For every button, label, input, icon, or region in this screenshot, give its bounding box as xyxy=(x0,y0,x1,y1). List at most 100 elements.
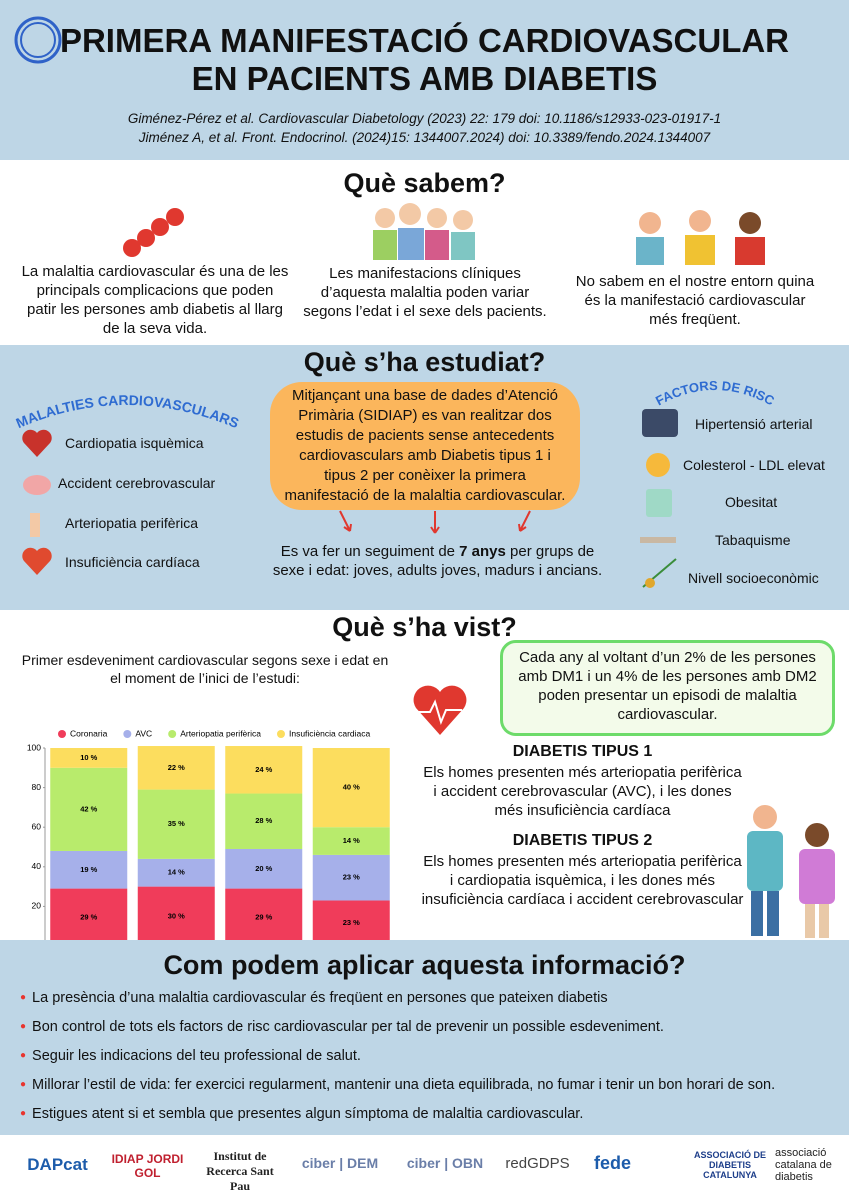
bar-segment xyxy=(50,888,128,940)
citation: Jiménez A, et al. Front. Endocrinol. (20… xyxy=(138,130,711,145)
value-label: 22 % xyxy=(168,763,185,772)
legend-label: Arteriopatia perifèrica xyxy=(180,728,261,738)
value-label: 10 % xyxy=(80,753,97,762)
study-description: Mitjançant una base de dades d’Atenció P… xyxy=(270,382,580,510)
logos: DAPcat IDIAP JORDI GOL Institut de Recer… xyxy=(0,1135,849,1200)
svg-text:FACTORS DE RISC: FACTORS DE RISC xyxy=(655,378,775,409)
risk-label: Nivell socioeconòmic xyxy=(688,570,819,586)
logo: IDIAP JORDI GOL xyxy=(111,1152,184,1180)
followup-text: Es va fer un seguiment de 7 anys per gru… xyxy=(270,542,605,580)
y-tick-label: 80 xyxy=(32,782,42,792)
bullet: Bon control de tots els factors de risc … xyxy=(20,1019,664,1035)
bar-segment xyxy=(225,888,303,940)
logo: associació catalana de diabetis xyxy=(775,1147,832,1183)
legend-swatch xyxy=(123,730,132,738)
logo: DAPcat xyxy=(27,1155,88,1174)
what-we-know: Què sabem? La malaltia cardiovascular és… xyxy=(0,160,849,345)
bar-segment xyxy=(137,789,215,859)
bar-segment xyxy=(225,793,303,849)
logo: ciber | OBN xyxy=(406,1155,484,1171)
value-label: 14 % xyxy=(343,836,360,845)
arrows xyxy=(339,510,531,534)
elderly-icon xyxy=(373,203,475,260)
value-label: 23 % xyxy=(343,918,360,927)
section-heading: Què s’ha vist? xyxy=(332,612,517,642)
diseases-title: MALALTIES CARDIOVASCULARS xyxy=(14,392,242,431)
blood-cells-icon xyxy=(123,208,184,257)
bar-segment xyxy=(312,827,390,855)
value-label: 23 % xyxy=(343,873,360,882)
value-label: 24 % xyxy=(255,765,272,774)
title-line: PRIMERA MANIFESTACIÓ CARDIOVASCULAR xyxy=(59,22,790,59)
disease-label: Accident cerebrovascular xyxy=(58,475,216,491)
logo: ciber | DEM xyxy=(301,1155,379,1171)
value-label: 29 % xyxy=(255,912,272,921)
header: PRIMERA MANIFESTACIÓ CARDIOVASCULAR EN P… xyxy=(0,0,849,160)
bullet: Estigues atent si et sembla que presente… xyxy=(20,1106,583,1122)
legend-swatch xyxy=(168,730,177,738)
y-tick-label: 100 xyxy=(27,742,41,752)
title-line: EN PACIENTS AMB DIABETIS xyxy=(191,60,658,97)
bar-segment xyxy=(312,854,390,901)
info-text: Les manifestacions clíniques d’aquesta m… xyxy=(303,265,547,320)
what-was-seen: Què s’ha vist? Primer esdeveniment cardi… xyxy=(0,610,849,940)
value-label: 29 % xyxy=(80,912,97,921)
logo-ring xyxy=(14,16,62,64)
risk-label: Hipertensió arterial xyxy=(695,416,813,432)
disease-label: Arteriopatia perifèrica xyxy=(65,515,199,531)
doctor-patient-icon xyxy=(747,805,835,938)
bar-segment xyxy=(137,886,215,940)
risk-title-text: FACTORS DE RISC xyxy=(655,378,775,409)
bar-segment xyxy=(50,850,128,889)
logo: redGDPS xyxy=(505,1155,570,1172)
info-text: La malaltia cardiovascular és una de les… xyxy=(21,263,289,337)
risk-label: Colesterol - LDL elevat xyxy=(683,457,825,473)
bar-segment xyxy=(225,746,303,794)
emphasis: 7 anys xyxy=(459,543,506,560)
bar-segment xyxy=(137,858,215,887)
value-label: 20 % xyxy=(255,864,272,873)
section-heading: Què sabem? xyxy=(343,168,506,198)
disease-label: Cardiopatia isquèmica xyxy=(65,435,204,451)
bullet: Seguir les indicacions del teu professio… xyxy=(20,1048,361,1064)
bar-segment xyxy=(50,748,128,768)
text: per grups de sexe i edat: joves, adults … xyxy=(272,543,603,579)
section-heading: Què s’ha estudiat? xyxy=(303,347,546,377)
legend-label: Coronaria xyxy=(70,728,108,738)
bar-segment xyxy=(312,748,390,828)
chart-title: Primer esdeveniment cardiovascular segon… xyxy=(21,652,389,686)
logo: ASSOCIACIÓ DE DIABETIS CATALUNYA xyxy=(693,1150,766,1180)
risk-title: FACTORS DE RISC xyxy=(655,378,775,409)
y-tick-label: 20 xyxy=(32,901,42,911)
logo: Institut de Recerca Sant Pau xyxy=(206,1149,274,1193)
chart: Coronaria AVC Arteriopatia perifèrica Insuf… xyxy=(27,728,390,940)
bar-segment xyxy=(137,746,215,790)
finding-text: Els homes presenten més arteriopatia per… xyxy=(421,853,744,908)
legend-label: AVC xyxy=(135,728,152,738)
risk-label: Tabaquisme xyxy=(715,532,791,548)
info-text: No sabem en el nostre entorn quina és la… xyxy=(575,273,815,328)
y-tick-label: 40 xyxy=(32,861,42,871)
legend-swatch xyxy=(276,730,285,738)
value-label: 14 % xyxy=(168,868,185,877)
what-was-studied: Què s’ha estudiat? MALALTIES CARDIOVASCU… xyxy=(0,345,849,610)
legend-swatch xyxy=(58,730,66,738)
value-label: 30 % xyxy=(168,911,185,920)
value-label: 40 % xyxy=(343,783,360,792)
text: Es va fer un seguiment de xyxy=(280,543,460,560)
highlight-box: Cada any al voltant d’un 2% de les perso… xyxy=(500,640,835,736)
disease-icons xyxy=(22,429,52,575)
legend-label: Insuficiència cardiaca xyxy=(289,728,371,738)
y-tick-label: 60 xyxy=(32,821,42,831)
subheading: DIABETIS TIPUS 1 xyxy=(512,743,653,760)
citation: Giménez-Pérez et al. Cardiovascular Diab… xyxy=(127,111,722,126)
value-label: 19 % xyxy=(80,865,97,874)
value-label: 35 % xyxy=(168,819,185,828)
subheading: DIABETIS TIPUS 2 xyxy=(512,832,653,849)
how-to-apply: Com podem aplicar aquesta informació? La… xyxy=(0,940,849,1135)
bar-segment xyxy=(225,848,303,889)
logo: fede xyxy=(593,1153,631,1173)
disease-label: Insuficiència cardíaca xyxy=(65,554,200,570)
